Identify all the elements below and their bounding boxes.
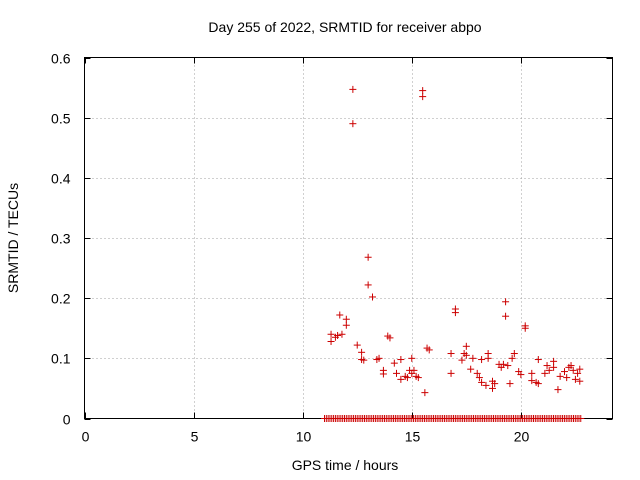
data-point xyxy=(571,375,579,383)
data-point xyxy=(534,380,542,388)
data-point xyxy=(543,362,551,370)
grid-layer xyxy=(84,57,613,419)
data-point xyxy=(567,362,575,370)
data-point xyxy=(563,374,571,382)
data-point xyxy=(528,369,536,377)
data-point xyxy=(499,360,507,368)
data-point xyxy=(462,342,470,350)
data-point xyxy=(467,365,475,373)
data-point xyxy=(550,363,558,371)
data-point xyxy=(521,324,529,332)
x-tick-label: 10 xyxy=(296,429,312,445)
data-point xyxy=(528,377,536,385)
data-point xyxy=(541,369,549,377)
y-tick-label: 0.2 xyxy=(51,291,71,307)
x-tick-label: 20 xyxy=(514,429,530,445)
data-point xyxy=(414,374,422,382)
data-point xyxy=(473,369,481,377)
tick-layer: 0 0.1 0.2 0.3 0.4 0.5 0.6 0 5 10 15 20 xyxy=(51,51,613,445)
data-point xyxy=(353,341,361,349)
data-point xyxy=(408,354,416,362)
data-point xyxy=(447,369,455,377)
x-axis-label: GPS time / hours xyxy=(292,457,399,473)
data-point xyxy=(502,312,510,320)
data-point xyxy=(545,366,553,374)
data-point xyxy=(508,354,516,362)
data-point xyxy=(576,365,584,373)
x-tick-label: 0 xyxy=(82,429,90,445)
y-tick-label: 0.5 xyxy=(51,111,71,127)
data-point xyxy=(364,281,372,289)
data-point xyxy=(576,377,584,385)
data-point xyxy=(425,346,433,354)
data-point xyxy=(469,354,477,362)
data-point xyxy=(358,348,366,356)
data-point xyxy=(502,298,510,306)
x-tick-label: 5 xyxy=(191,429,199,445)
data-point xyxy=(447,350,455,358)
y-tick-label: 0.6 xyxy=(51,51,71,67)
data-point xyxy=(410,366,418,374)
data-point xyxy=(419,93,427,101)
data-point xyxy=(561,368,568,376)
data-point xyxy=(390,359,398,367)
data-point xyxy=(403,374,411,382)
data-point xyxy=(458,356,466,364)
data-point xyxy=(336,311,344,319)
data-point xyxy=(451,309,459,317)
data-point xyxy=(327,337,335,345)
data-point xyxy=(360,356,368,364)
data-point xyxy=(375,354,383,362)
data-point xyxy=(397,375,405,383)
data-point xyxy=(419,87,427,95)
data-point xyxy=(379,370,387,378)
data-point xyxy=(484,354,492,362)
data-point xyxy=(342,321,350,329)
data-point-zero xyxy=(577,415,585,422)
data-points xyxy=(321,85,585,422)
data-point xyxy=(462,351,470,359)
data-point xyxy=(397,356,405,364)
data-point xyxy=(569,366,577,374)
data-point xyxy=(556,372,564,380)
data-point xyxy=(338,330,346,338)
data-point xyxy=(478,378,486,386)
data-point xyxy=(349,85,357,93)
y-axis-label: SRMTID / TECUs xyxy=(5,183,21,293)
data-point xyxy=(517,371,525,379)
y-tick-label: 0 xyxy=(63,412,71,428)
data-point xyxy=(574,369,582,377)
y-tick-label: 0.4 xyxy=(51,171,71,187)
data-point xyxy=(489,384,496,392)
data-point xyxy=(491,380,499,388)
data-point xyxy=(342,315,350,323)
data-point xyxy=(393,369,400,377)
data-point xyxy=(510,350,518,358)
x-tick-label: 15 xyxy=(405,429,421,445)
chart-title: Day 255 of 2022, SRMTID for receiver abp… xyxy=(208,19,481,35)
data-point xyxy=(504,362,512,370)
data-point xyxy=(364,253,372,261)
data-point xyxy=(421,389,429,397)
data-point xyxy=(386,334,394,342)
data-point xyxy=(478,356,486,364)
data-point xyxy=(554,386,562,394)
y-tick-label: 0.3 xyxy=(51,231,71,247)
data-point xyxy=(349,120,357,128)
data-point xyxy=(534,356,542,364)
data-point xyxy=(550,357,558,365)
data-point xyxy=(482,381,490,389)
data-point xyxy=(475,374,483,382)
data-point xyxy=(369,293,376,301)
data-point xyxy=(334,331,342,339)
y-tick-label: 0.1 xyxy=(51,351,71,367)
data-point xyxy=(506,380,514,388)
data-point xyxy=(327,330,335,338)
